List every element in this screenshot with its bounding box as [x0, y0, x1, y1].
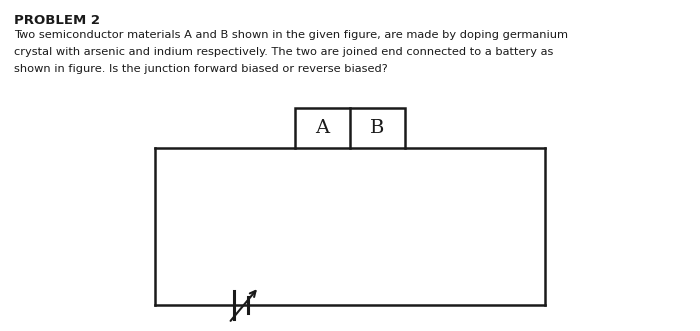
Bar: [295, 108, 405, 148]
Text: crystal with arsenic and indium respectively. The two are joined end connected t: crystal with arsenic and indium respecti…: [14, 47, 554, 57]
Text: PROBLEM 2: PROBLEM 2: [14, 14, 100, 27]
Text: Two semiconductor materials A and B shown in the given figure, are made by dopin: Two semiconductor materials A and B show…: [14, 30, 568, 40]
Text: B: B: [370, 119, 385, 137]
Text: A: A: [316, 119, 330, 137]
Text: shown in figure. Is the junction forward biased or reverse biased?: shown in figure. Is the junction forward…: [14, 64, 388, 74]
